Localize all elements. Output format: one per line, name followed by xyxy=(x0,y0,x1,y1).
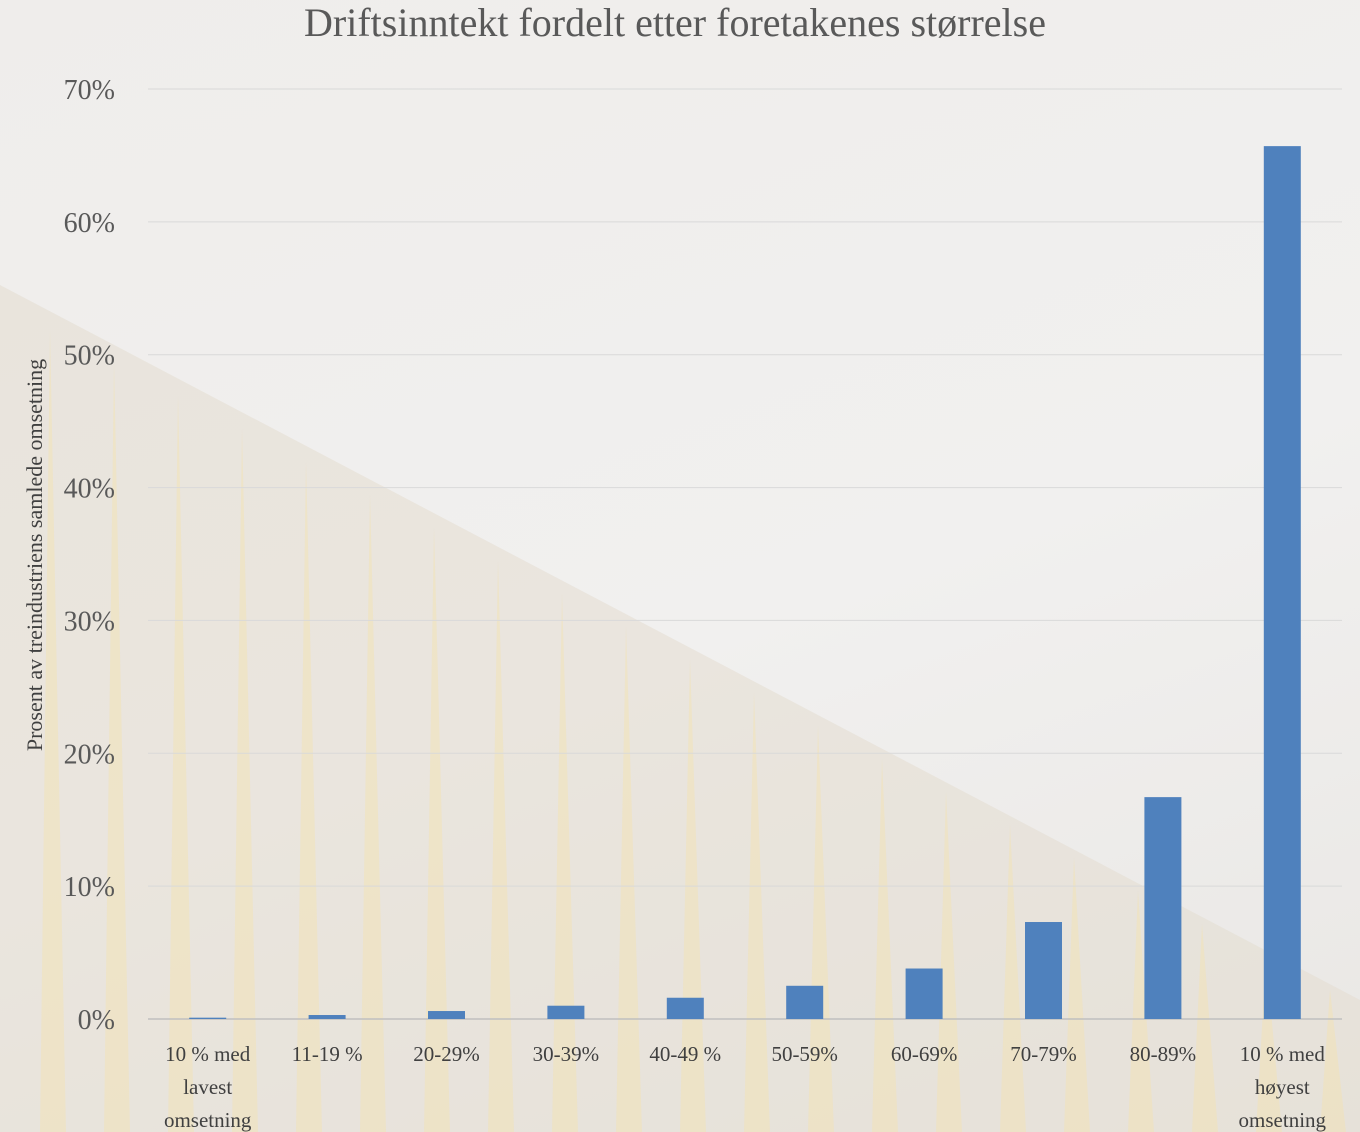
x-tick-label: 60-69% xyxy=(891,1042,958,1066)
bars xyxy=(189,146,1301,1020)
bar xyxy=(1263,146,1301,1020)
gridlines xyxy=(148,88,1342,1020)
bar xyxy=(1025,922,1062,1019)
y-axis-ticks: 0% 10% 20% 30% 40% 50% 60% 70% xyxy=(64,75,115,1036)
x-tick-label: 20-29% xyxy=(413,1042,480,1066)
y-tick-label: 0% xyxy=(78,1005,115,1036)
bar xyxy=(189,1017,227,1019)
y-tick-label: 50% xyxy=(64,341,115,372)
bar xyxy=(547,1005,585,1019)
x-tick-label: 40-49 % xyxy=(649,1042,721,1066)
y-tick-label: 70% xyxy=(64,75,115,106)
y-tick-label: 20% xyxy=(64,739,115,770)
x-tick-label: 70-79% xyxy=(1010,1042,1077,1066)
y-axis-label: Prosent av treindustriens samlede omsetn… xyxy=(22,359,47,751)
x-tick-label: 11-19 % xyxy=(292,1042,363,1066)
y-tick-label: 60% xyxy=(64,208,115,239)
x-tick-label: 10 % med høyest omsetning xyxy=(1239,1042,1327,1132)
y-tick-label: 10% xyxy=(64,872,115,903)
bar xyxy=(428,1011,465,1019)
y-tick-label: 40% xyxy=(64,474,115,505)
x-axis-ticks: 10 % med lavest omsetning 11-19 % 20-29% 30-3… xyxy=(164,1042,1327,1132)
bar xyxy=(786,985,824,1019)
bar xyxy=(1144,797,1182,1019)
x-tick-label: 30-39% xyxy=(533,1042,600,1066)
x-tick-label: 50-59% xyxy=(771,1042,838,1066)
y-tick-label: 30% xyxy=(64,606,115,637)
x-tick-label: 10 % med lavest omsetning xyxy=(164,1042,252,1132)
x-tick-label: 80-89% xyxy=(1130,1042,1197,1066)
chart-title: Driftsinntekt fordelt etter foretakenes … xyxy=(304,0,1046,45)
bar xyxy=(905,968,943,1019)
bar xyxy=(666,997,704,1019)
bar xyxy=(308,1015,346,1019)
